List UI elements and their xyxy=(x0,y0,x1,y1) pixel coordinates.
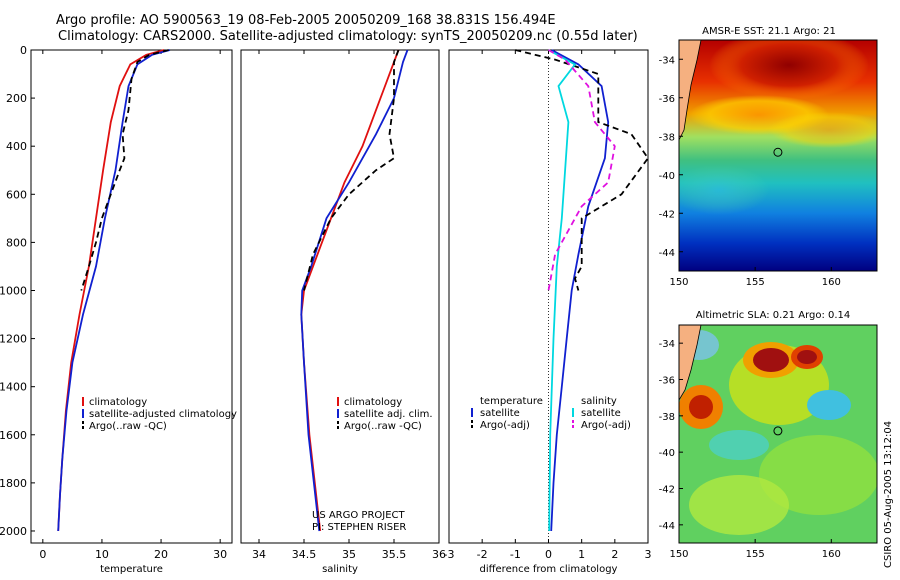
x-tick-label: 20 xyxy=(154,548,168,561)
map-x-tick-label: 160 xyxy=(822,549,841,560)
x-axis-label: difference from climatology xyxy=(480,564,618,575)
map-y-tick-label: -34 xyxy=(659,339,675,350)
title-line-1: Argo profile: AO 5900563_19 08-Feb-2005 … xyxy=(56,13,556,28)
series-line xyxy=(57,49,171,532)
map-y-tick-label: -38 xyxy=(659,132,675,143)
credit-line-1: US ARGO PROJECT xyxy=(312,510,406,521)
timestamp-stamp: CSIRO 05-Aug-2005 13:12:04 xyxy=(883,421,894,568)
difference-panel: -3 -2 -1 0 1 2 3 difference from climatology tem… xyxy=(444,49,652,575)
x-tick-label: 36 xyxy=(432,548,446,561)
series-line xyxy=(300,49,409,532)
y-tick-label: 1200 xyxy=(0,333,27,346)
y-tick-label: 1400 xyxy=(0,381,27,394)
map-x-tick-label: 150 xyxy=(669,277,688,288)
legend-entry: satellite adj. clim. xyxy=(344,409,433,420)
map-y-tick-label: -40 xyxy=(659,171,675,182)
legend-entry: Argo(..raw -QC) xyxy=(89,421,167,432)
series-line xyxy=(515,49,650,291)
x-tick-label: 35 xyxy=(342,548,356,561)
x-tick-label: 30 xyxy=(213,548,227,561)
y-tick-label: 1000 xyxy=(0,284,27,297)
legend-entry: Argo(..raw -QC) xyxy=(344,421,422,432)
legend-entry: climatology xyxy=(344,397,402,408)
map-x-tick-label: 150 xyxy=(669,549,688,560)
sla-map: Altimetric SLA: 0.21 Argo: 0.14 150 155 16… xyxy=(659,310,878,560)
sst-argo-marker xyxy=(773,147,783,157)
y-tick-label: 1600 xyxy=(0,429,27,442)
series-line xyxy=(550,49,610,532)
series-line xyxy=(547,49,616,291)
legend-entry: climatology xyxy=(89,397,147,408)
y-tick-label: 600 xyxy=(6,188,27,201)
x-tick-label: -3 xyxy=(444,548,455,561)
map-y-tick-label: -38 xyxy=(659,412,675,423)
sla-argo-marker xyxy=(773,426,783,436)
series-line xyxy=(57,49,165,532)
title-line-2: Climatology: CARS2000. Satellite-adjuste… xyxy=(58,29,638,44)
x-tick-label: 0 xyxy=(545,548,552,561)
x-tick-label: 35.5 xyxy=(382,548,407,561)
map-y-tick-label: -42 xyxy=(659,209,675,220)
x-tick-label: 3 xyxy=(645,548,652,561)
x-axis-label: salinity xyxy=(322,564,358,575)
y-tick-label: 800 xyxy=(6,236,27,249)
y-tick-label: 400 xyxy=(6,140,27,153)
x-axis-label: temperature xyxy=(100,564,163,575)
legend-header: temperature xyxy=(480,396,543,407)
sst-map-title: AMSR-E SST: 21.1 Argo: 21 xyxy=(702,26,836,37)
x-tick-label: 1 xyxy=(578,548,585,561)
series-line xyxy=(548,49,577,532)
y-tick-label: 1800 xyxy=(0,477,27,490)
legend-entry: satellite xyxy=(480,408,520,419)
map-y-tick-label: -44 xyxy=(659,248,675,259)
legend-entry: Argo(-adj) xyxy=(581,420,631,431)
y-tick-label: 0 xyxy=(20,44,27,57)
map-y-tick-label: -36 xyxy=(659,94,675,105)
map-y-tick-label: -34 xyxy=(659,55,675,66)
legend-entry: Argo(-adj) xyxy=(480,420,530,431)
map-y-tick-label: -42 xyxy=(659,485,675,496)
series-line xyxy=(303,49,400,291)
x-tick-label: -1 xyxy=(510,548,521,561)
map-y-tick-label: -36 xyxy=(659,376,675,387)
series-line xyxy=(80,49,169,291)
x-tick-label: 34 xyxy=(252,548,266,561)
x-tick-label: 34.5 xyxy=(292,548,317,561)
y-tick-label: 200 xyxy=(6,92,27,105)
x-tick-label: 2 xyxy=(611,548,618,561)
y-tick-label: 2000 xyxy=(0,525,27,538)
series-line xyxy=(300,49,400,532)
sst-map-image xyxy=(679,40,877,271)
x-tick-label: 10 xyxy=(95,548,109,561)
x-tick-label: -2 xyxy=(477,548,488,561)
x-tick-label: 0 xyxy=(39,548,46,561)
legend-header: salinity xyxy=(581,396,617,407)
map-y-tick-label: -44 xyxy=(659,521,675,532)
credit-line-2: PI: STEPHEN RISER xyxy=(312,522,406,533)
legend-entry: satellite-adjusted climatology xyxy=(89,409,237,420)
map-x-tick-label: 155 xyxy=(746,277,765,288)
temperature-panel: 0 10 20 30 temperature 0 200 400 600 800 1000 1200 1… xyxy=(0,44,237,575)
legend-entry: satellite xyxy=(581,408,621,419)
salinity-panel: 34 34.5 35 35.5 36 salinity climatologysatelli… xyxy=(240,49,446,575)
map-y-tick-label: -40 xyxy=(659,448,675,459)
sla-map-title: Altimetric SLA: 0.21 Argo: 0.14 xyxy=(696,310,851,321)
map-x-tick-label: 160 xyxy=(822,277,841,288)
sla-map-image xyxy=(679,325,877,543)
sst-map: AMSR-E SST: 21.1 Argo: 21 150 155 160 -34 -3… xyxy=(659,26,878,288)
map-x-tick-label: 155 xyxy=(746,549,765,560)
